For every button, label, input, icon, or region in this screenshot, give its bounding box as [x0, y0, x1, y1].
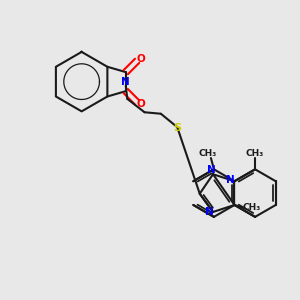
Text: O: O [136, 99, 145, 109]
Text: O: O [136, 54, 145, 64]
Text: CH₃: CH₃ [198, 149, 217, 158]
Text: CH₃: CH₃ [242, 203, 261, 212]
Text: CH₃: CH₃ [246, 149, 264, 158]
Text: N: N [207, 165, 216, 176]
Text: S: S [173, 123, 181, 133]
Text: N: N [205, 207, 214, 217]
Text: N: N [226, 175, 235, 185]
Text: N: N [122, 77, 130, 87]
